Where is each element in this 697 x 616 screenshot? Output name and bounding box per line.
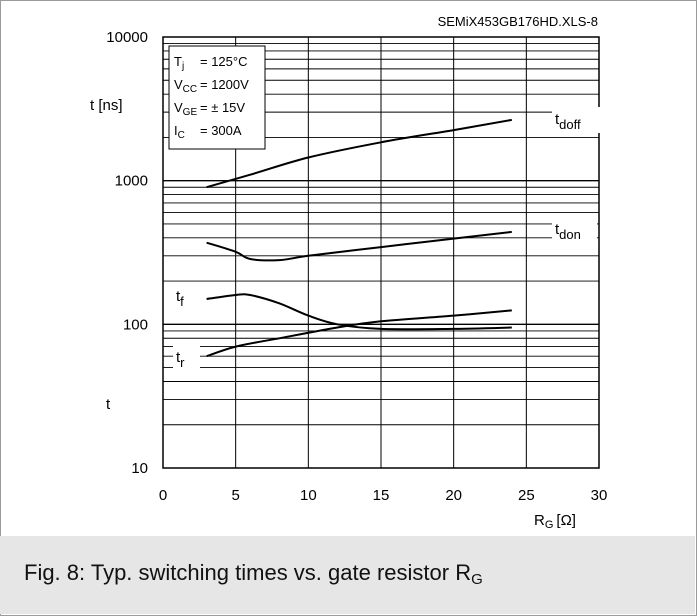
series-label-tf: tf	[176, 288, 184, 309]
condition-symbol-0: Tj	[174, 54, 184, 72]
source-note: SEMiX453GB176HD.XLS-8	[438, 14, 598, 29]
condition-symbol-2: VGE	[174, 100, 197, 118]
condition-value-0: = 125°C	[200, 54, 247, 69]
chart: 0 5 10 15 20 25 30 10 100 1000 10000 SEMiX453GB17…	[90, 14, 608, 531]
y-axis-label-secondary: t	[106, 396, 111, 413]
condition-symbol-1: VCC	[174, 77, 197, 95]
x-tick-label-3: 15	[373, 487, 390, 504]
y-tick-labels: 10 100 1000 10000	[106, 29, 148, 477]
series-lines	[206, 118, 512, 358]
series-label-bg-2	[173, 284, 200, 310]
series-label-bg-1	[552, 217, 597, 243]
caption-subscript: G	[471, 571, 483, 588]
series-line-tf	[206, 293, 512, 331]
conditions-box-frame	[168, 45, 266, 150]
y-axis-label: t [ns]	[90, 97, 123, 114]
plot-border	[162, 36, 600, 469]
x-tick-label-2: 10	[300, 487, 317, 504]
x-tick-label-4: 20	[445, 487, 462, 504]
series-label-bg-0	[552, 107, 606, 133]
x-tick-label-1: 5	[231, 487, 239, 504]
series-label-tdoff: tdoff	[555, 111, 581, 132]
x-tick-label-0: 0	[159, 487, 167, 504]
chart-grid	[163, 37, 599, 468]
series-label-bg-3	[173, 345, 200, 371]
series-line-tdoff	[206, 118, 512, 189]
y-tick-label-3: 10000	[106, 29, 148, 46]
x-tick-label-5: 25	[518, 487, 535, 504]
y-tick-label-2: 1000	[115, 173, 148, 190]
condition-value-3: = 300A	[200, 123, 242, 138]
x-axis-label: RG [Ω]	[534, 512, 576, 531]
series-label-tdon: tdon	[555, 221, 581, 242]
condition-value-2: = ± 15V	[200, 100, 245, 115]
series-label-tr: tr	[176, 349, 185, 370]
series-labels: tdoff tdon tf tr	[173, 107, 606, 371]
y-tick-label-0: 10	[131, 460, 148, 477]
x-tick-labels: 0 5 10 15 20 25 30	[159, 487, 608, 504]
y-tick-label-1: 100	[123, 316, 148, 333]
series-line-tr	[206, 309, 512, 358]
caption-bar: Fig. 8: Typ. switching times vs. gate re…	[0, 536, 695, 614]
condition-symbol-3: IC	[174, 123, 185, 141]
series-line-tdon	[206, 230, 512, 262]
condition-value-1: = 1200V	[200, 77, 249, 92]
caption-text: Fig. 8: Typ. switching times vs. gate re…	[24, 560, 472, 585]
figure-caption: Fig. 8: Typ. switching times vs. gate re…	[24, 560, 483, 588]
x-tick-label-6: 30	[591, 487, 608, 504]
